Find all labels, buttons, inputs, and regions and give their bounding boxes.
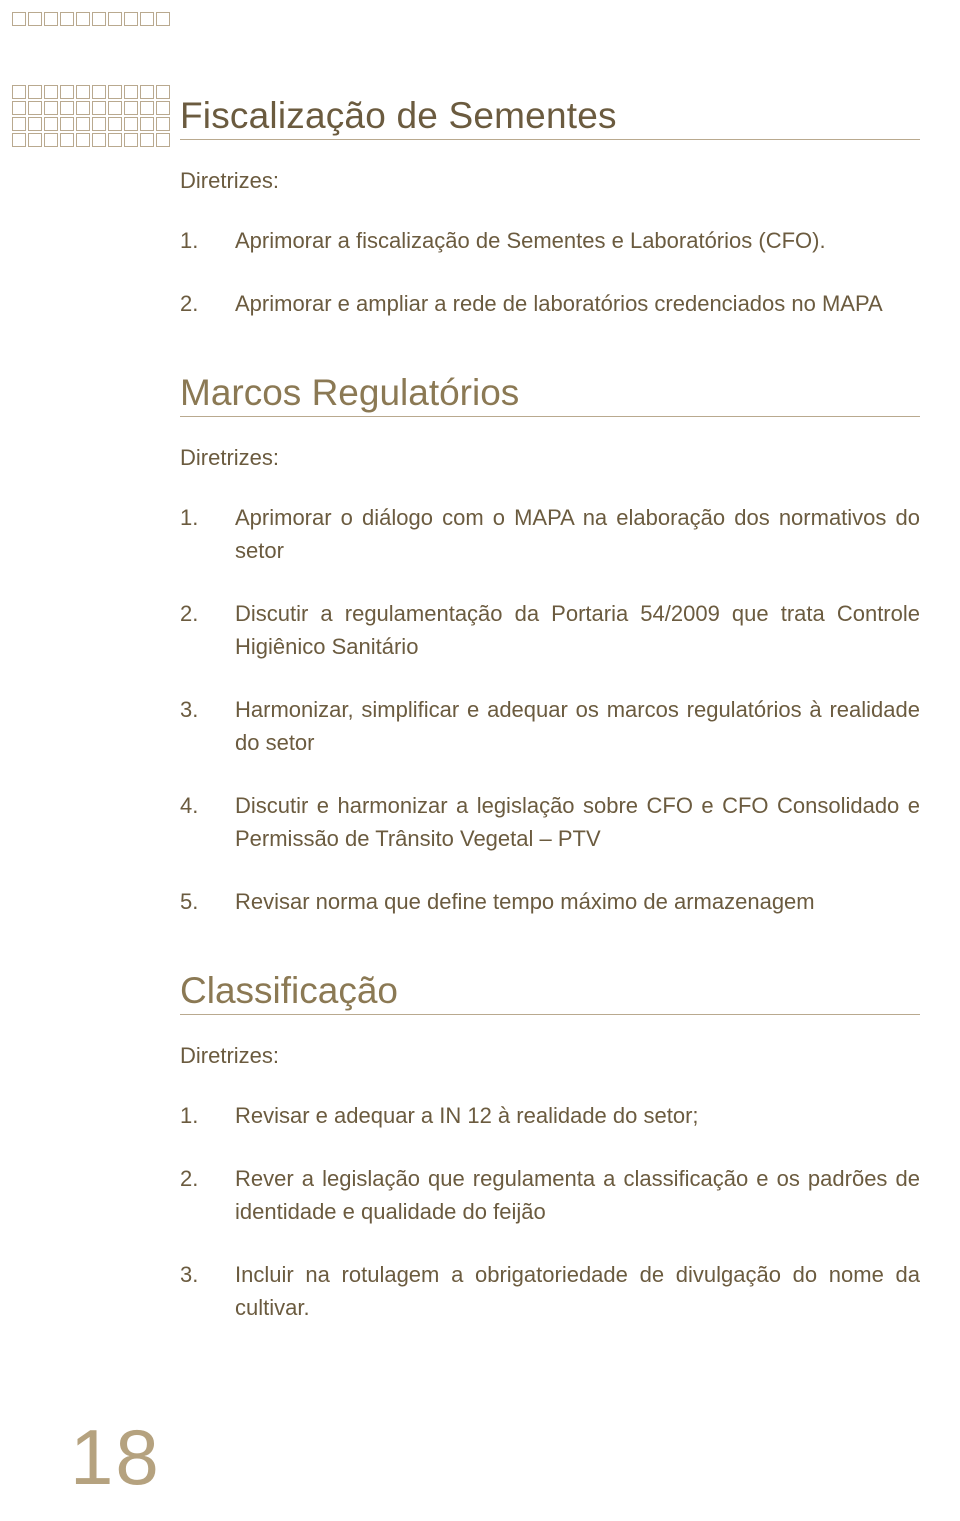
item-list-1: 1.Aprimorar a fiscalização de Sementes e… xyxy=(180,224,920,320)
item-number: 2. xyxy=(180,1162,235,1228)
list-item: 4.Discutir e harmonizar a legislação sob… xyxy=(180,789,920,855)
item-list-2: 1.Aprimorar o diálogo com o MAPA na elab… xyxy=(180,501,920,918)
diretrizes-label-1: Diretrizes: xyxy=(180,168,920,194)
item-number: 1. xyxy=(180,501,235,567)
item-text: Rever a legislação que regulamenta a cla… xyxy=(235,1162,920,1228)
item-text: Aprimorar e ampliar a rede de laboratóri… xyxy=(235,287,920,320)
item-text: Aprimorar o diálogo com o MAPA na elabor… xyxy=(235,501,920,567)
diretrizes-label-2: Diretrizes: xyxy=(180,445,920,471)
list-item: 3.Incluir na rotulagem a obrigatoriedade… xyxy=(180,1258,920,1324)
item-number: 2. xyxy=(180,597,235,663)
section-title-3: Classificação xyxy=(180,970,920,1015)
item-number: 1. xyxy=(180,1099,235,1132)
item-text: Revisar e adequar a IN 12 à realidade do… xyxy=(235,1099,920,1132)
page-number: 18 xyxy=(70,1412,161,1503)
list-item: 1.Aprimorar o diálogo com o MAPA na elab… xyxy=(180,501,920,567)
item-number: 4. xyxy=(180,789,235,855)
section-title-2: Marcos Regulatórios xyxy=(180,372,920,417)
list-item: 2.Aprimorar e ampliar a rede de laborató… xyxy=(180,287,920,320)
list-item: 1.Aprimorar a fiscalização de Sementes e… xyxy=(180,224,920,257)
item-number: 5. xyxy=(180,885,235,918)
list-item: 1.Revisar e adequar a IN 12 à realidade … xyxy=(180,1099,920,1132)
item-text: Incluir na rotulagem a obrigatoriedade d… xyxy=(235,1258,920,1324)
item-text: Discutir e harmonizar a legislação sobre… xyxy=(235,789,920,855)
decorative-grid-top xyxy=(12,12,170,26)
list-item: 5.Revisar norma que define tempo máximo … xyxy=(180,885,920,918)
item-number: 2. xyxy=(180,287,235,320)
list-item: 2.Discutir a regulamentação da Portaria … xyxy=(180,597,920,663)
item-text: Revisar norma que define tempo máximo de… xyxy=(235,885,920,918)
decorative-grid-side xyxy=(12,85,170,147)
item-text: Discutir a regulamentação da Portaria 54… xyxy=(235,597,920,663)
page-content: Fiscalização de Sementes Diretrizes: 1.A… xyxy=(180,95,920,1354)
item-list-3: 1.Revisar e adequar a IN 12 à realidade … xyxy=(180,1099,920,1324)
section-title-1: Fiscalização de Sementes xyxy=(180,95,920,140)
list-item: 3.Harmonizar, simplificar e adequar os m… xyxy=(180,693,920,759)
item-number: 3. xyxy=(180,693,235,759)
item-text: Harmonizar, simplificar e adequar os mar… xyxy=(235,693,920,759)
diretrizes-label-3: Diretrizes: xyxy=(180,1043,920,1069)
item-text: Aprimorar a fiscalização de Sementes e L… xyxy=(235,224,920,257)
list-item: 2.Rever a legislação que regulamenta a c… xyxy=(180,1162,920,1228)
item-number: 3. xyxy=(180,1258,235,1324)
item-number: 1. xyxy=(180,224,235,257)
